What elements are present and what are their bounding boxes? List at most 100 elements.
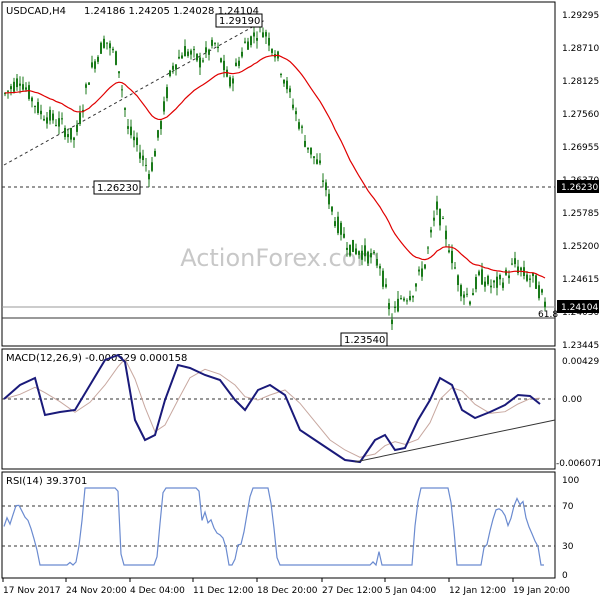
candle-body	[184, 46, 186, 57]
candle-body	[73, 137, 75, 141]
candle-body	[109, 43, 111, 49]
candle-body	[235, 62, 237, 67]
candle-body	[430, 229, 432, 233]
candle-body	[40, 110, 42, 115]
candle-body	[202, 60, 204, 62]
fib-label: 61.8	[538, 310, 558, 320]
candle-body	[418, 269, 420, 272]
candle-body	[322, 180, 324, 182]
candle-body	[508, 275, 510, 279]
candle-body	[214, 43, 216, 45]
candle-body	[481, 269, 483, 285]
macd-line	[3, 353, 541, 464]
candle-body	[133, 136, 135, 141]
candle-body	[7, 90, 9, 92]
candle-body	[100, 42, 102, 54]
candle-body	[403, 298, 405, 301]
candle-body	[19, 83, 21, 86]
candle-body	[310, 147, 312, 155]
candle-body	[385, 284, 387, 287]
candle-body	[256, 37, 258, 41]
candle-body	[343, 233, 345, 238]
ema-line	[4, 54, 546, 279]
candle-body	[271, 49, 273, 53]
candle-body	[433, 217, 435, 221]
candle-body	[76, 124, 78, 132]
candle-body	[67, 134, 69, 138]
candle-body	[61, 118, 63, 120]
candle-body	[124, 108, 126, 110]
candle-body	[88, 82, 90, 85]
candle-body	[427, 247, 429, 249]
candle-body	[121, 89, 123, 91]
price-tick: 1.24615	[562, 275, 599, 285]
candle-body	[172, 65, 174, 70]
candle-body	[31, 97, 33, 102]
rsi-tick: 100	[562, 476, 579, 486]
candle-body	[295, 111, 297, 115]
price-title: USDCAD,H4	[6, 6, 66, 17]
annotation-high: 1.29190	[219, 16, 260, 27]
candle-body	[364, 245, 366, 257]
candle-body	[163, 101, 165, 112]
candle-body	[52, 113, 54, 121]
trend-line	[3, 19, 266, 166]
candle-body	[55, 124, 57, 126]
x-tick-label: 17 Nov 2017	[3, 586, 61, 596]
candle-body	[349, 244, 351, 256]
candle-body	[25, 87, 27, 90]
candle-body	[223, 60, 225, 71]
candle-body	[37, 102, 39, 114]
candle-body	[139, 152, 141, 159]
candle-body	[391, 319, 393, 325]
rsi-tick: 0	[562, 571, 568, 581]
candle-body	[130, 126, 132, 136]
rsi-tick: 70	[562, 502, 574, 512]
candle-body	[361, 250, 363, 260]
candle-body	[358, 251, 360, 255]
candle-body	[304, 140, 306, 147]
candle-body	[268, 37, 270, 46]
candle-body	[103, 38, 105, 48]
candle-body	[157, 130, 159, 138]
candle-body	[253, 32, 255, 37]
macd-trend-line	[354, 419, 556, 463]
candle-body	[472, 293, 474, 296]
current-price-label: 1.24104	[561, 303, 598, 313]
rsi-line	[3, 487, 544, 567]
candle-body	[451, 250, 453, 264]
candle-body	[319, 160, 321, 164]
candle-body	[187, 51, 189, 56]
candle-body	[160, 121, 162, 130]
candle-body	[70, 127, 72, 140]
candle-body	[538, 285, 540, 299]
candle-body	[352, 240, 354, 252]
candle-body	[166, 87, 168, 99]
candle-body	[10, 86, 12, 90]
candle-body	[142, 155, 144, 161]
candle-body	[412, 295, 414, 298]
candle-body	[217, 46, 219, 49]
candle-body	[469, 301, 471, 305]
macd-tick: 0.004297	[562, 357, 600, 367]
candle-body	[193, 49, 195, 51]
candle-body	[94, 61, 96, 69]
candle-body	[490, 285, 492, 288]
candle-body	[448, 250, 450, 253]
candle-body	[49, 109, 51, 121]
candle-body	[199, 57, 201, 68]
macd-title: MACD(12,26,9) -0.000529 0.000158	[6, 353, 187, 364]
candle-body	[97, 56, 99, 62]
candle-body	[43, 118, 45, 121]
candle-body	[64, 127, 66, 137]
candle-body	[196, 53, 198, 61]
x-tick-label: 4 Dec 04:00	[130, 586, 185, 596]
candle-body	[280, 74, 282, 76]
candle-body	[58, 118, 60, 127]
candle-body	[262, 32, 264, 38]
annotation-low: 1.23540	[344, 335, 385, 346]
candle-body	[148, 173, 150, 180]
price-tick: 1.29295	[562, 11, 599, 21]
x-tick-label: 27 Dec 12:00	[322, 586, 383, 596]
